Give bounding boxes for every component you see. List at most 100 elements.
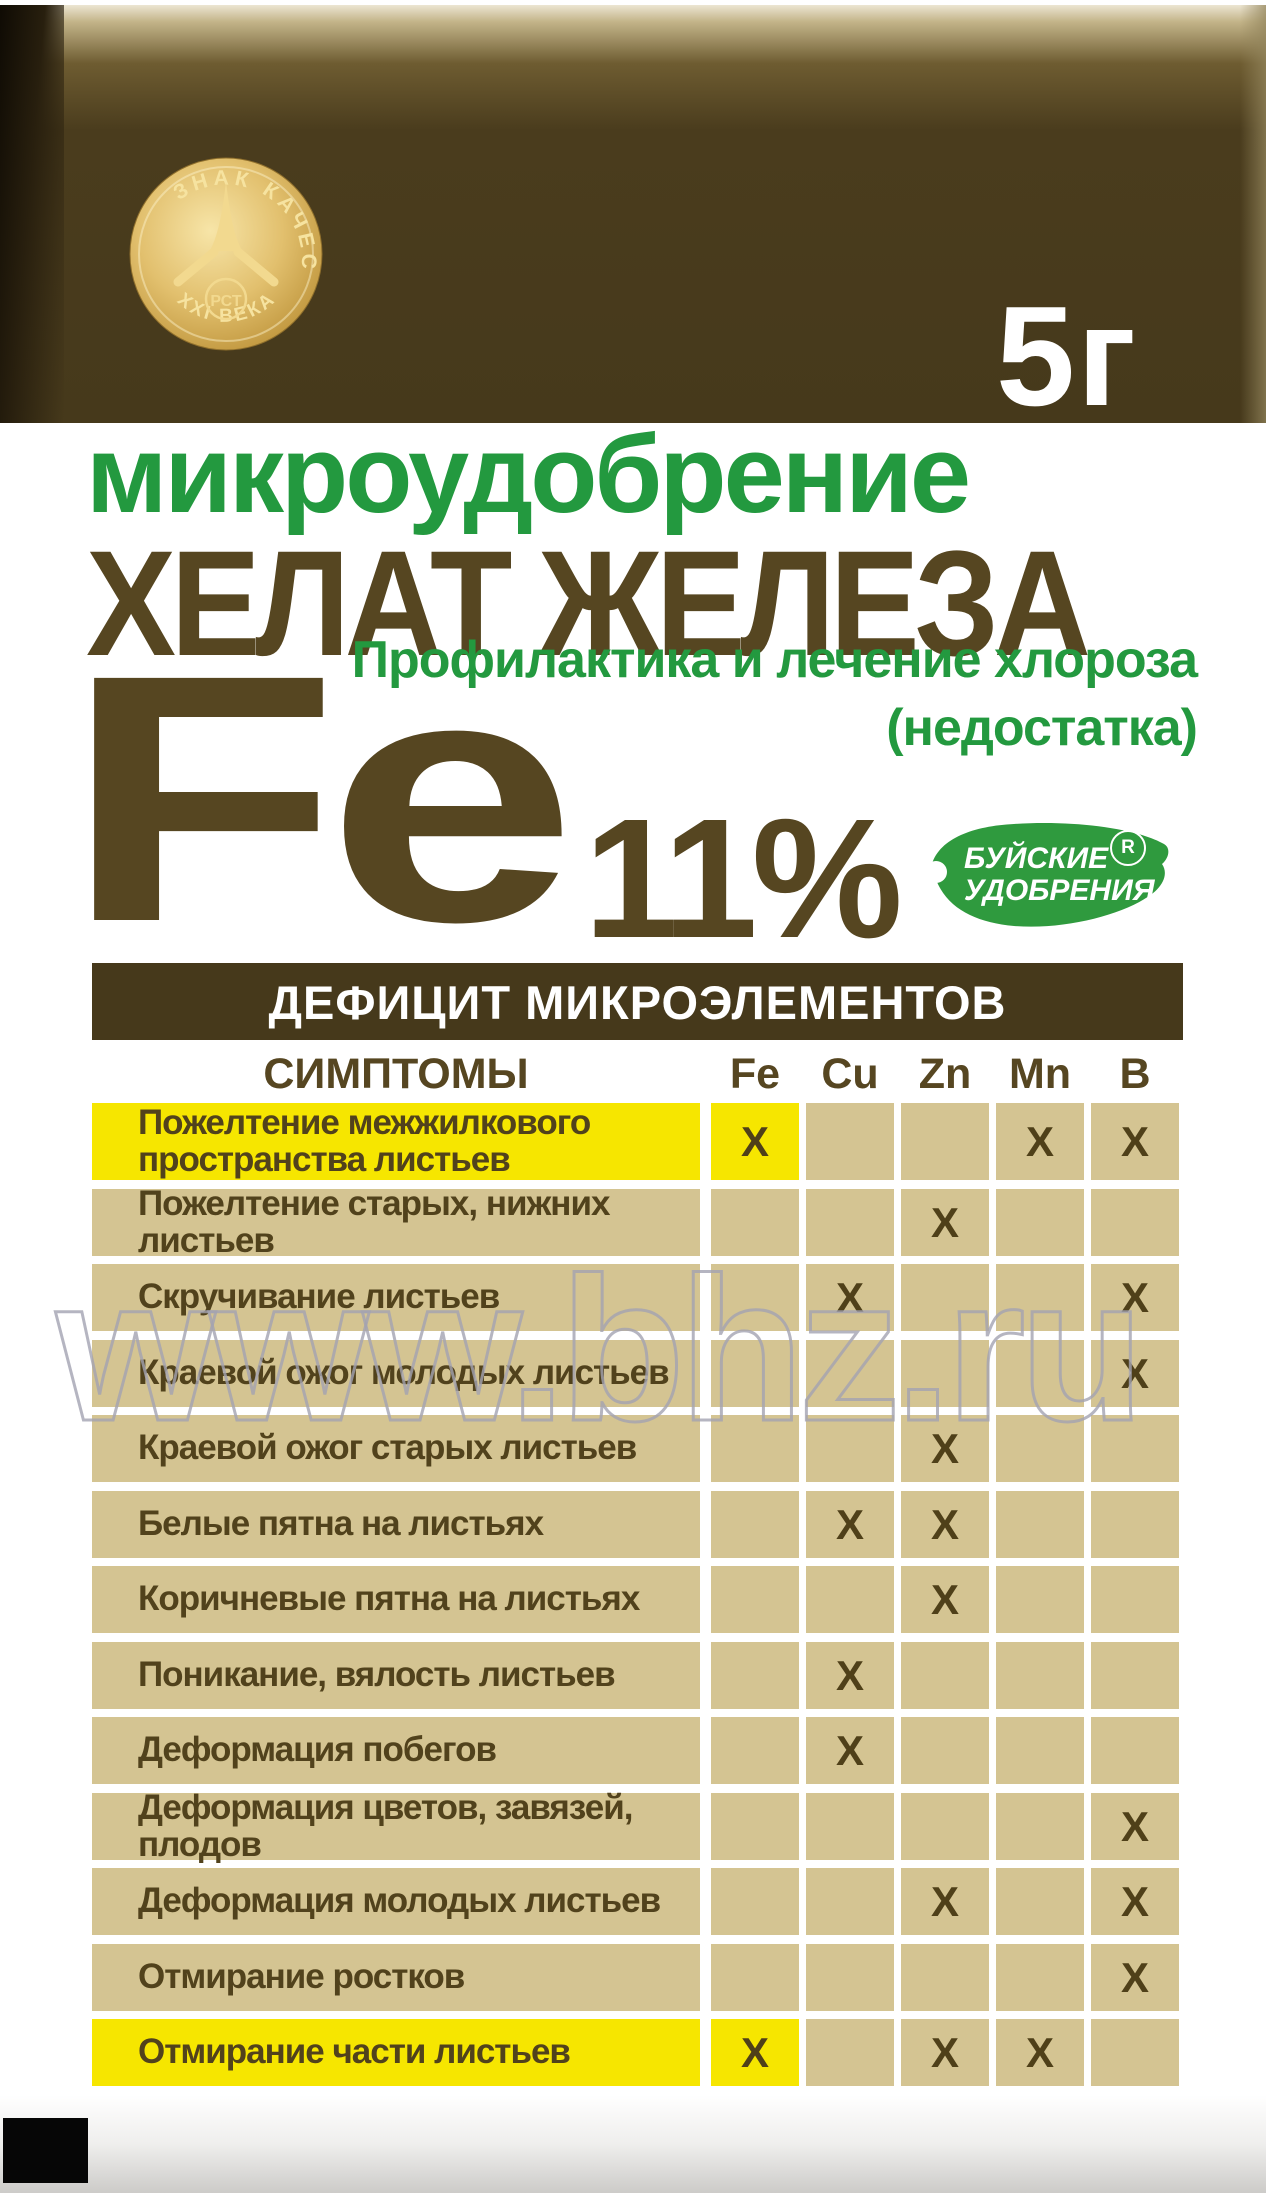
medal-rst-text: РСТ xyxy=(210,293,241,310)
mark-cell-cu: X xyxy=(806,1717,894,1784)
symptom-cell: Отмирание части листьев xyxy=(92,2019,700,2086)
brand-name-line1: БУЙСКИЕ xyxy=(964,842,1109,875)
watermark: www.bhz.ru xyxy=(55,1234,1147,1466)
tagline-line2: (недостатка) xyxy=(886,699,1198,757)
registered-trademark-icon: R xyxy=(1110,830,1146,866)
symptom-cell: Скручивание листьев xyxy=(92,1264,700,1331)
table-row: Белые пятна на листьях X X xyxy=(0,1491,1275,1558)
mark-cell-fe xyxy=(711,1415,799,1482)
brand-name-line2: УДОБРЕНИЯ xyxy=(964,874,1155,907)
page-top-margin xyxy=(0,0,1275,5)
mark-cell-fe xyxy=(711,1340,799,1407)
mark-cell-b: X xyxy=(1091,1103,1179,1180)
mark-cell-b: X xyxy=(1091,1340,1179,1407)
mark-cell-zn: X xyxy=(901,1189,989,1256)
mark-cell-zn: X xyxy=(901,1566,989,1633)
symptom-cell: Пожелтение старых, нижних листьев xyxy=(92,1185,700,1258)
mark-cell-fe xyxy=(711,1944,799,2011)
weight-label: 5г xyxy=(996,277,1139,436)
table-row: Пожелтение старых, нижних листьев X xyxy=(0,1185,1275,1258)
mark-cell-mn xyxy=(996,1415,1084,1482)
table-row: Скручивание листьев X X xyxy=(0,1264,1275,1331)
mark-cell-zn xyxy=(901,1642,989,1709)
table-row: Поникание, вялость листьев X xyxy=(0,1642,1275,1709)
table-row: Краевой ожог молодых листьев X xyxy=(0,1340,1275,1407)
mark-cell-mn xyxy=(996,1642,1084,1709)
mark-cell-zn xyxy=(901,1264,989,1331)
mark-cell-b xyxy=(1091,1717,1179,1784)
mark-cell-cu xyxy=(806,1103,894,1180)
mark-cell-mn xyxy=(996,1189,1084,1256)
table-row: Деформация цветов, завязей, плодов X xyxy=(0,1789,1275,1862)
mark-cell-cu xyxy=(806,1566,894,1633)
mark-cell-fe xyxy=(711,1491,799,1558)
mark-cell-mn xyxy=(996,1264,1084,1331)
medal-circle xyxy=(129,157,323,351)
symptom-cell: Коричневые пятна на листьях xyxy=(92,1566,700,1633)
mark-cell-fe: X xyxy=(711,1103,799,1180)
mark-cell-fe xyxy=(711,1717,799,1784)
package-left-bevel xyxy=(0,5,64,423)
mark-cell-fe xyxy=(711,1189,799,1256)
symptom-cell: Деформация цветов, завязей, плодов xyxy=(92,1789,700,1862)
page-right-margin xyxy=(1266,0,1275,2193)
mark-cell-mn xyxy=(996,1566,1084,1633)
mark-cell-zn: X xyxy=(901,1491,989,1558)
column-header-zn: Zn xyxy=(918,1050,972,1098)
table-row: Отмирание ростков X xyxy=(0,1944,1275,2011)
mark-cell-cu xyxy=(806,1944,894,2011)
symptom-cell: Краевой ожог молодых листьев xyxy=(92,1340,700,1407)
symptoms-column-header: СИМПТОМЫ xyxy=(263,1050,529,1098)
mark-cell-cu xyxy=(806,1189,894,1256)
symptom-cell: Поникание, вялость листьев xyxy=(92,1642,700,1709)
bottom-left-black-square xyxy=(3,2118,88,2183)
mark-cell-cu: X xyxy=(806,1491,894,1558)
mark-cell-mn xyxy=(996,1717,1084,1784)
brand-name: БУЙСКИЕ УДОБРЕНИЯ xyxy=(964,843,1155,907)
leaf-icon xyxy=(932,822,1169,927)
medal-rst-ring xyxy=(204,277,248,321)
symptom-cell: Деформация молодых листьев xyxy=(92,1868,700,1935)
package-right-bevel xyxy=(1240,5,1266,423)
medal-inner-ring xyxy=(138,166,314,342)
mark-cell-fe xyxy=(711,1868,799,1935)
column-header-cu: Cu xyxy=(821,1050,879,1098)
mark-cell-b xyxy=(1091,1415,1179,1482)
mark-cell-zn xyxy=(901,1793,989,1860)
column-header-fe: Fe xyxy=(729,1050,781,1098)
mark-cell-mn: X xyxy=(996,2019,1084,2086)
medal-tower-icon xyxy=(173,182,279,287)
mark-cell-b xyxy=(1091,1642,1179,1709)
mark-cell-cu: X xyxy=(806,1642,894,1709)
mark-cell-b: X xyxy=(1091,1793,1179,1860)
product-type-title: микроудобрение xyxy=(86,413,971,536)
element-symbol: Fe xyxy=(64,601,577,995)
symptom-cell: Пожелтение межжилкового пространства лис… xyxy=(92,1103,700,1180)
leaf-tip-dot xyxy=(925,861,947,883)
mark-cell-b xyxy=(1091,1189,1179,1256)
mark-cell-b: X xyxy=(1091,1868,1179,1935)
mark-cell-cu xyxy=(806,1415,894,1482)
table-row: Деформация побегов X xyxy=(0,1717,1275,1784)
mark-cell-mn xyxy=(996,1793,1084,1860)
symptom-cell: Деформация побегов xyxy=(92,1717,700,1784)
mark-cell-fe xyxy=(711,1642,799,1709)
symptom-cell: Отмирание ростков xyxy=(92,1944,700,2011)
mark-cell-mn xyxy=(996,1340,1084,1407)
quality-medal-icon: ЗНАК КАЧЕСТВА XXI ВЕКА РСТ xyxy=(118,138,324,352)
mark-cell-mn xyxy=(996,1491,1084,1558)
mark-cell-cu: X xyxy=(806,1264,894,1331)
column-header-mn: Mn xyxy=(1008,1050,1072,1098)
mark-cell-b xyxy=(1091,1491,1179,1558)
mark-cell-fe: X xyxy=(711,2019,799,2086)
brand-logo: БУЙСКИЕ УДОБРЕНИЯ R xyxy=(922,818,1174,936)
mark-cell-fe xyxy=(711,1264,799,1331)
table-row: Пожелтение межжилкового пространства лис… xyxy=(0,1103,1275,1180)
mark-cell-cu xyxy=(806,1868,894,1935)
table-row: Деформация молодых листьев X X xyxy=(0,1868,1275,1935)
mark-cell-zn: X xyxy=(901,2019,989,2086)
mark-cell-zn xyxy=(901,1103,989,1180)
deficiency-banner: ДЕФИЦИТ МИКРОЭЛЕМЕНТОВ xyxy=(92,963,1183,1040)
mark-cell-zn: X xyxy=(901,1868,989,1935)
